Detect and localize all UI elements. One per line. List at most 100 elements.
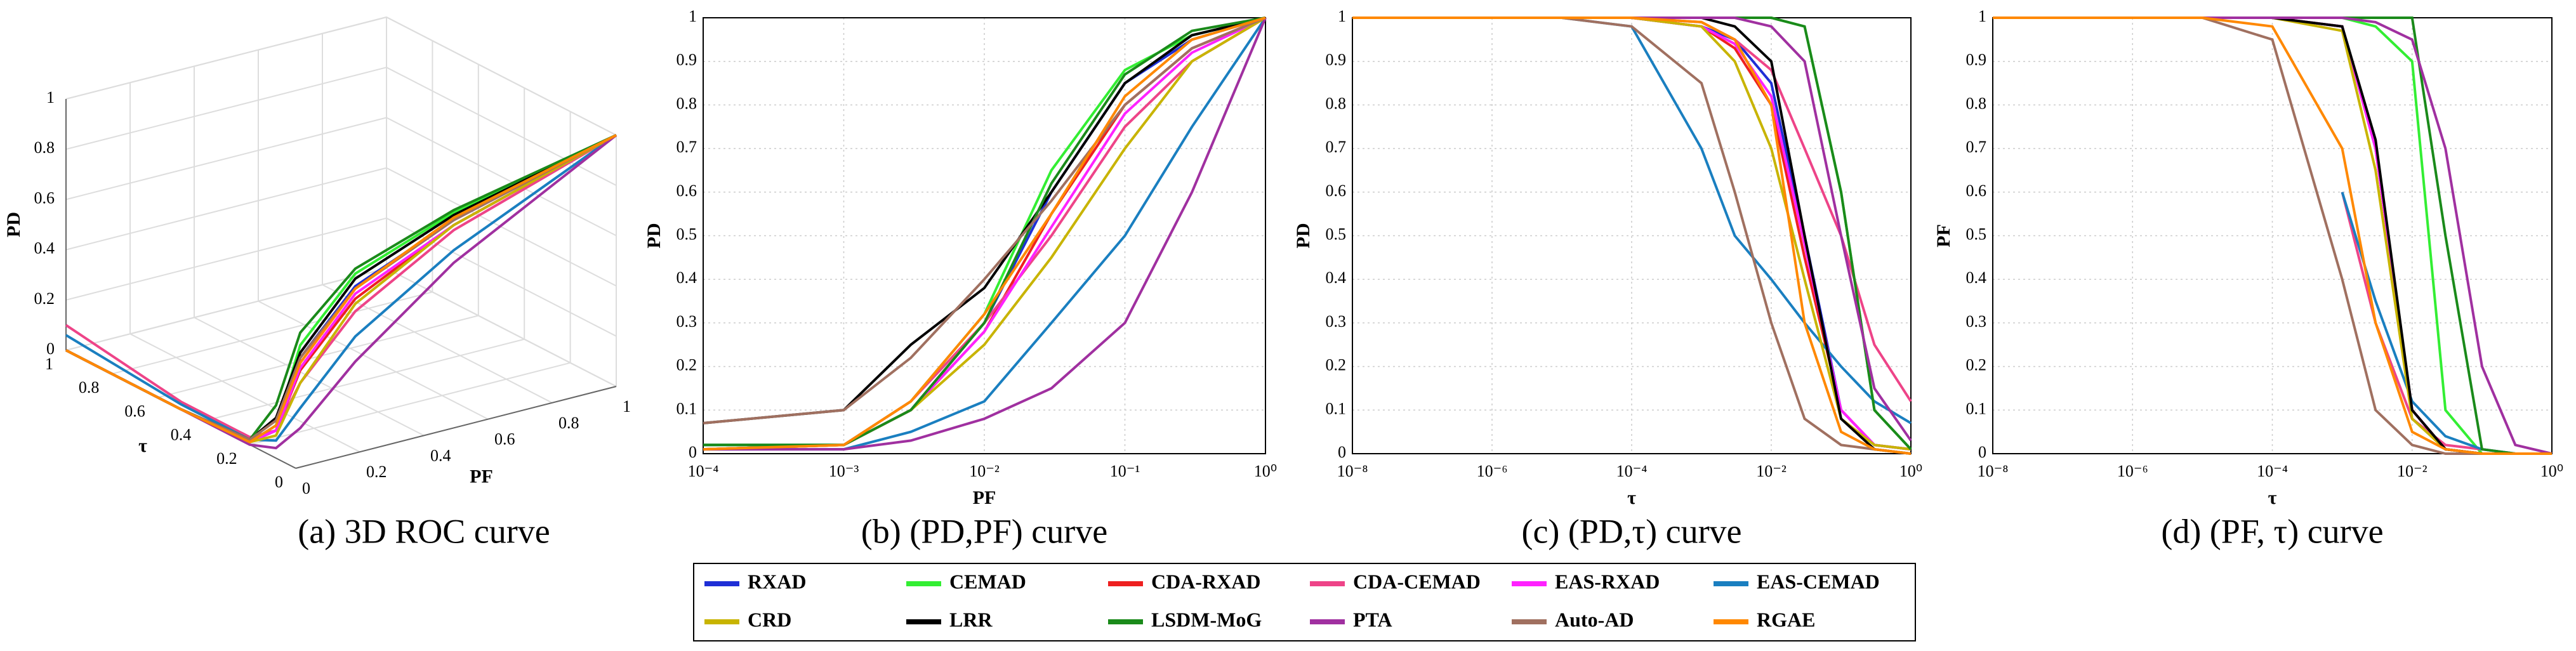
legend-label: CEMAD (949, 570, 1026, 593)
y-tick-label: 0.8 (79, 378, 100, 397)
curve (703, 17, 1267, 451)
grid-line (386, 16, 617, 136)
grid-line (386, 67, 617, 187)
x-axis-label: τ (1627, 487, 1636, 508)
curve (1352, 16, 1912, 455)
y-tick-label: 0 (1338, 443, 1346, 461)
x-tick-label: 0.4 (430, 446, 451, 464)
grid-line (249, 362, 571, 445)
y-tick-label: 0.3 (1326, 312, 1347, 331)
grid-line (65, 167, 387, 251)
legend-label: RXAD (748, 570, 806, 593)
z-tick-label: 1 (46, 88, 55, 107)
y-tick-label: 0.4 (171, 426, 192, 444)
x-tick-label: 10⁻⁸ (1337, 462, 1368, 480)
y-tick-label: 0.4 (1326, 268, 1347, 287)
legend-label: EAS-CEMAD (1757, 570, 1880, 593)
y-axis-label: τ (138, 435, 147, 456)
roc-curve (65, 134, 618, 442)
y-tick-label: 1 (1338, 7, 1346, 25)
x-tick-label: 10⁰ (2540, 462, 2563, 480)
y-tick-label: 0.1 (1326, 399, 1347, 418)
y-tick-label: 0.3 (1966, 312, 1987, 331)
x-tick-label: 10⁻⁴ (2257, 462, 2288, 480)
legend-label: LSDM-MoG (1151, 608, 1262, 631)
x-tick-label: 10⁻⁸ (1978, 462, 2009, 480)
y-tick-label: 0.6 (1326, 181, 1347, 200)
z-tick-label: 0 (46, 339, 55, 358)
y-tick-label: 0.5 (677, 225, 697, 243)
x-tick-label: 10⁻² (969, 462, 1000, 480)
grid-line (322, 284, 553, 404)
grid-line (386, 268, 617, 387)
y-tick-label: 0.2 (1966, 356, 1987, 374)
y-tick-label: 0 (1978, 443, 1986, 461)
y-axis-label: PF (1933, 224, 1954, 247)
y-tick-label: 1 (45, 355, 53, 373)
x-tick-label: 10⁻⁴ (1616, 462, 1648, 480)
y-axis-label: PD (644, 223, 664, 249)
legend-label: RGAE (1757, 608, 1815, 631)
y-tick-label: 0.7 (1966, 138, 1987, 156)
legend-label: CDA-RXAD (1151, 570, 1260, 593)
legend-label: PTA (1353, 608, 1392, 631)
x-axis-label: PF (973, 487, 996, 508)
y-tick-label: 0.1 (677, 399, 697, 418)
x-tick-label: 10⁻² (1756, 462, 1787, 480)
grid-line (258, 300, 489, 420)
y-axis-label: PD (1293, 223, 1314, 249)
grid-line (65, 268, 387, 351)
roc-curve (65, 134, 617, 444)
x-tick-label: 1 (623, 397, 631, 416)
y-tick-label: 0.7 (1326, 138, 1347, 156)
caption: (a) 3D ROC curve (298, 512, 550, 550)
legend-box (693, 563, 1916, 641)
x-tick-label: 10⁻⁶ (1477, 462, 1508, 480)
x-tick-label: 10⁻¹ (1110, 462, 1140, 480)
y-tick-label: 0 (275, 473, 283, 491)
y-tick-label: 0.3 (677, 312, 697, 331)
y-tick-label: 0.8 (1326, 94, 1347, 112)
legend-label: Auto-AD (1555, 608, 1634, 631)
curve (703, 16, 1266, 424)
x-tick-label: 10⁻⁶ (2117, 462, 2148, 480)
grid-line (65, 16, 387, 100)
grid-line (194, 317, 425, 437)
plot-frame (703, 17, 1266, 454)
y-tick-label: 0.1 (1966, 399, 1987, 418)
y-tick-label: 0.8 (1966, 94, 1987, 112)
y-tick-label: 1 (689, 7, 697, 25)
x-tick-label: 0.8 (558, 414, 579, 432)
legend-label: EAS-RXAD (1555, 570, 1660, 593)
y-tick-label: 0.2 (216, 449, 237, 468)
z-tick-label: 0.4 (34, 239, 55, 258)
y-tick-label: 1 (1978, 7, 1986, 25)
caption: (b) (PD,PF) curve (861, 512, 1107, 550)
grid-line (129, 333, 360, 453)
y-tick-label: 0.8 (677, 94, 697, 112)
x-tick-label: 0.6 (494, 430, 515, 449)
caption: (c) (PD,τ) curve (1521, 512, 1741, 550)
grid-line (386, 117, 617, 237)
curve (1352, 16, 1912, 442)
z-tick-label: 0.8 (34, 138, 55, 157)
curve (1993, 16, 2552, 455)
y-tick-label: 0.4 (1966, 268, 1987, 287)
y-tick-label: 0.6 (1966, 181, 1987, 200)
curve (1993, 16, 2553, 455)
grid-line (65, 117, 387, 201)
y-tick-label: 0.5 (1326, 225, 1347, 243)
y-tick-label: 0.9 (1326, 51, 1347, 69)
legend-label: LRR (949, 608, 993, 631)
y-tick-label: 0 (689, 443, 697, 461)
grid-line (112, 291, 433, 375)
x-tick-label: 10⁻³ (829, 462, 859, 480)
y-tick-label: 0.6 (124, 402, 145, 420)
y-tick-label: 0.2 (677, 356, 697, 374)
y-tick-label: 0.2 (1326, 356, 1347, 374)
curve (703, 16, 1266, 451)
x-tick-label: 0.2 (366, 463, 387, 481)
axis-line (295, 386, 617, 469)
legend-label: CDA-CEMAD (1353, 570, 1481, 593)
